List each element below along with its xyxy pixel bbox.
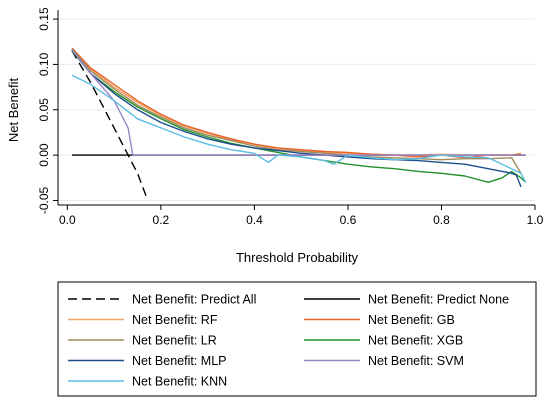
x-tick-label-0: 0.0 bbox=[59, 213, 76, 227]
y-tick-label-3: 0.10 bbox=[37, 52, 51, 76]
series-line-7 bbox=[71, 49, 526, 156]
legend: Net Benefit: Predict All Net Benefit: Pre… bbox=[57, 281, 537, 397]
legend-label-1: Net Benefit: Predict None bbox=[368, 293, 509, 307]
legend-box bbox=[57, 281, 537, 397]
legend-label-7: Net Benefit: SVM bbox=[368, 354, 464, 368]
y-tick-label-4: 0.15 bbox=[37, 7, 51, 31]
y-tick-label-2: 0.05 bbox=[37, 98, 51, 122]
y-tick-label-1: 0.00 bbox=[37, 143, 51, 167]
series-line-8 bbox=[71, 74, 527, 183]
y-axis-title: Net Benefit bbox=[6, 77, 21, 142]
legend-label-5: Net Benefit: XGB bbox=[368, 334, 463, 348]
x-tick-label-2: 0.4 bbox=[246, 213, 263, 227]
legend-label-4: Net Benefit: LR bbox=[132, 334, 217, 348]
x-tick-label-5: 1.0 bbox=[527, 213, 544, 227]
legend-label-6: Net Benefit: MLP bbox=[132, 354, 227, 368]
series-lines bbox=[71, 47, 527, 201]
legend-label-8: Net Benefit: KNN bbox=[132, 375, 227, 389]
series-line-0 bbox=[71, 50, 149, 201]
x-tick-label-1: 0.2 bbox=[153, 213, 170, 227]
series-line-4 bbox=[71, 48, 522, 174]
x-tick-label-4: 0.8 bbox=[433, 213, 450, 227]
x-tick-label-3: 0.6 bbox=[340, 213, 357, 227]
legend-label-3: Net Benefit: GB bbox=[368, 313, 455, 327]
x-axis-title: Threshold Probability bbox=[236, 250, 359, 265]
legend-label-2: Net Benefit: RF bbox=[132, 313, 218, 327]
legend-label-0: Net Benefit: Predict All bbox=[132, 293, 256, 307]
axes: 0.0 0.2 0.4 0.6 0.8 1.0 -0.05 0.00 0.05 0.10 0.15 bbox=[37, 7, 544, 227]
y-tick-label-0: -0.05 bbox=[37, 186, 51, 214]
